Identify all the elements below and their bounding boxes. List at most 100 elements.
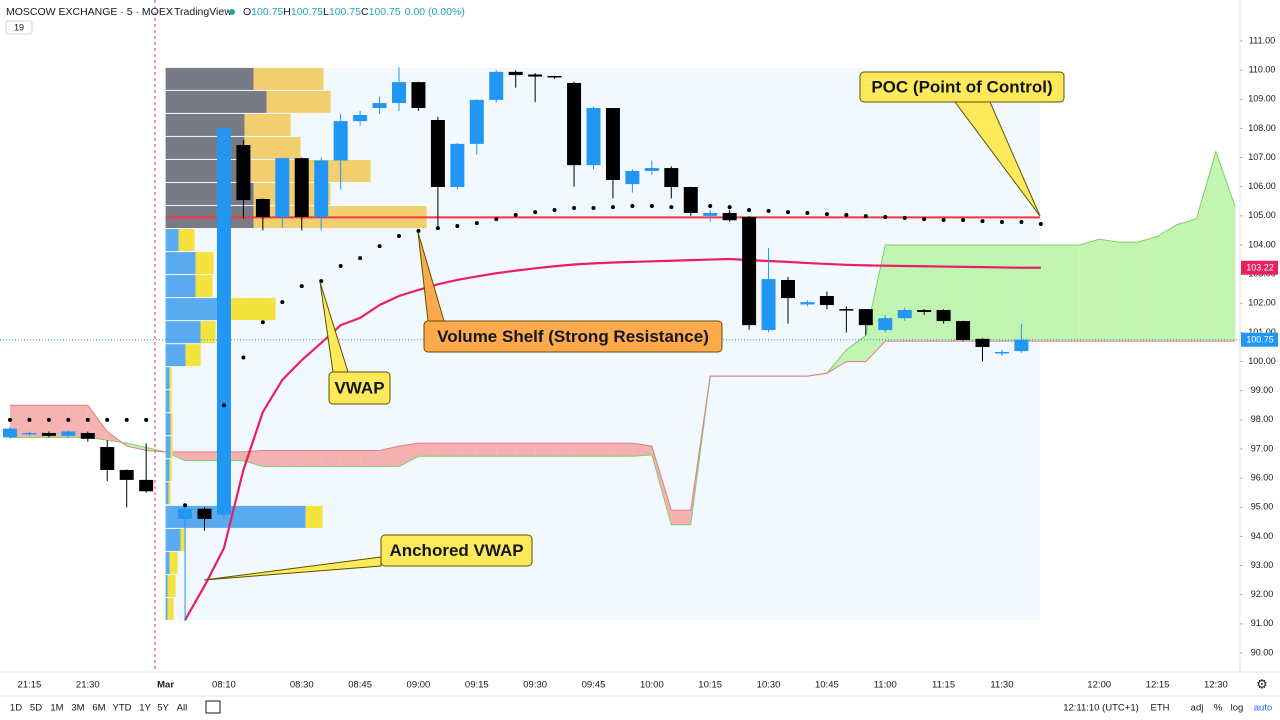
cloud-segment bbox=[29, 405, 49, 438]
cloud-segment bbox=[963, 245, 983, 342]
vwap-dot bbox=[766, 208, 771, 213]
scale-option[interactable]: adj bbox=[1191, 703, 1204, 714]
candle-body bbox=[294, 158, 309, 218]
vwap-dot bbox=[1038, 222, 1043, 227]
cloud-segment bbox=[282, 450, 302, 467]
range-button[interactable]: All bbox=[177, 703, 188, 714]
x-tick-label: 09:15 bbox=[465, 680, 489, 691]
profile-down bbox=[169, 551, 178, 574]
x-tick-label: 09:45 bbox=[582, 680, 606, 691]
range-button[interactable]: 1M bbox=[50, 703, 63, 714]
candle-body bbox=[41, 432, 56, 436]
settings-icon[interactable]: ⚙ bbox=[1256, 676, 1268, 691]
vwap-dot bbox=[260, 320, 265, 325]
profile-up bbox=[165, 136, 245, 159]
profile-down bbox=[167, 574, 176, 597]
cloud-segment bbox=[87, 405, 108, 441]
cloud-segment bbox=[418, 443, 438, 457]
profile-down bbox=[253, 183, 331, 206]
range-button[interactable]: 5Y bbox=[157, 703, 169, 714]
callout-text: Anchored VWAP bbox=[389, 541, 523, 560]
vwap-dot bbox=[221, 403, 226, 408]
scale-option[interactable]: % bbox=[1214, 703, 1223, 714]
cloud-segment bbox=[1215, 151, 1236, 342]
range-button[interactable]: 3M bbox=[71, 703, 84, 714]
x-tick-label: 21:30 bbox=[76, 680, 100, 691]
candle-body bbox=[567, 82, 582, 166]
candle-body bbox=[197, 508, 212, 519]
candle-body bbox=[139, 479, 154, 492]
profile-down bbox=[170, 436, 173, 459]
candle-body bbox=[994, 351, 1009, 354]
y-tick-label: 92.00 bbox=[1251, 589, 1274, 599]
x-tick-label: 09:00 bbox=[407, 680, 431, 691]
y-tick-label: 105.00 bbox=[1248, 210, 1276, 220]
candle-body bbox=[625, 170, 640, 185]
vwap-dot bbox=[727, 205, 732, 210]
profile-up bbox=[165, 390, 170, 413]
x-tick-label: 11:15 bbox=[932, 680, 955, 691]
x-tick-label: 10:45 bbox=[815, 680, 839, 691]
candle-body bbox=[703, 212, 718, 216]
profile-up bbox=[165, 90, 267, 113]
y-tick-label: 109.00 bbox=[1248, 94, 1276, 104]
cloud-segment bbox=[457, 443, 477, 457]
scale-option[interactable]: auto bbox=[1254, 703, 1273, 714]
vwap-dot bbox=[338, 263, 343, 268]
candle-body bbox=[119, 469, 134, 480]
ohlc-change: 0.00 (0.00%) bbox=[405, 6, 465, 18]
date-range-icon[interactable] bbox=[205, 700, 221, 714]
callout-box bbox=[859, 71, 1065, 103]
scale-option[interactable]: log bbox=[1231, 703, 1244, 714]
profile-up bbox=[165, 413, 171, 436]
vwap-dot bbox=[669, 205, 674, 210]
candle-body bbox=[469, 99, 484, 144]
range-button[interactable]: 1D bbox=[10, 703, 22, 714]
x-tick-label: 11:30 bbox=[990, 680, 1013, 691]
ohlc-value: 100.75 bbox=[369, 6, 401, 18]
profile-up bbox=[165, 436, 171, 459]
status-dot bbox=[229, 9, 235, 15]
callout-text: Volume Shelf (Strong Resistance) bbox=[437, 327, 709, 346]
candle-body bbox=[605, 108, 620, 181]
y-tick-label: 100.00 bbox=[1248, 356, 1276, 366]
vwap-dot bbox=[183, 503, 188, 508]
y-tick-label: 104.00 bbox=[1248, 239, 1276, 249]
profile-up bbox=[165, 574, 168, 597]
cloud-segment bbox=[574, 443, 594, 457]
symbol: MOSCOW EXCHANGE · 5 · MOEX bbox=[6, 6, 173, 18]
cloud-segment bbox=[379, 446, 399, 467]
candle-body bbox=[936, 309, 951, 322]
range-button[interactable]: YTD bbox=[113, 703, 132, 714]
vwap-dot bbox=[980, 219, 985, 224]
callout-box bbox=[328, 371, 391, 405]
range-button[interactable]: 6M bbox=[92, 703, 105, 714]
range-button[interactable]: 1Y bbox=[139, 703, 151, 714]
profile-down bbox=[244, 113, 291, 136]
candle-body bbox=[722, 212, 737, 221]
cloud-segment bbox=[1177, 218, 1197, 342]
profile-up bbox=[165, 229, 179, 252]
vwap-dot bbox=[513, 212, 518, 217]
cloud-segment bbox=[904, 245, 925, 342]
profile-down bbox=[168, 482, 171, 505]
x-tick-label: 10:15 bbox=[698, 680, 722, 691]
y-tick-label: 97.00 bbox=[1251, 443, 1274, 453]
indicator-toggle[interactable] bbox=[5, 20, 33, 35]
indicator-count[interactable]: 19 bbox=[14, 22, 24, 32]
vwap-dot bbox=[455, 224, 460, 229]
x-tick-label: 10:30 bbox=[757, 680, 781, 691]
candle-body bbox=[800, 302, 815, 305]
session-toggle[interactable]: ETH bbox=[1151, 703, 1170, 714]
cloud-segment bbox=[262, 450, 283, 467]
cloud-segment bbox=[48, 405, 69, 438]
profile-up bbox=[165, 367, 170, 390]
price-label: 100.75 bbox=[1246, 335, 1274, 345]
vwap-dot bbox=[8, 417, 12, 422]
cloud-segment bbox=[1040, 245, 1061, 342]
ohlc-label: H bbox=[283, 6, 291, 18]
candle-body bbox=[586, 108, 601, 166]
range-button[interactable]: 5D bbox=[30, 703, 42, 714]
vwap-dot bbox=[241, 355, 246, 360]
